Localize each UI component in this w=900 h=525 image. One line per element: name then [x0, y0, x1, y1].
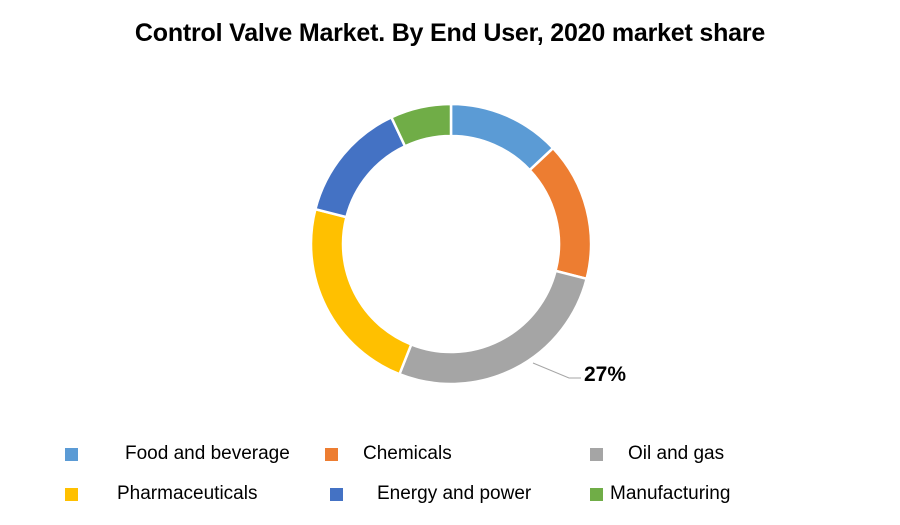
legend-item-pharmaceuticals: Pharmaceuticals	[65, 483, 258, 504]
legend-item-oil-and-gas: Oil and gas	[590, 443, 725, 464]
legend-swatch-pharmaceuticals	[65, 487, 78, 501]
legend-item-chemicals: Chemicals	[325, 443, 452, 464]
legend-label-manufacturing: Manufacturing	[610, 483, 731, 504]
donut-slice-energy-and-power	[313, 115, 407, 219]
donut-slice-oil-and-gas	[397, 269, 589, 386]
legend-swatch-food-and-beverage	[65, 447, 78, 461]
donut-slice-food-and-beverage	[449, 102, 555, 172]
legend-label-oil-and-gas: Oil and gas	[628, 443, 725, 464]
legend-swatch-chemicals	[325, 447, 338, 461]
data-label-oil-and-gas: 27%	[584, 363, 627, 386]
legend-label-food-and-beverage: Food and beverage	[125, 443, 290, 464]
legend-label-pharmaceuticals: Pharmaceuticals	[117, 483, 258, 504]
donut-slice-manufacturing	[389, 102, 453, 148]
legend-item-food-and-beverage: Food and beverage	[65, 443, 290, 464]
legend-item-manufacturing: Manufacturing	[590, 483, 731, 504]
legend-swatch-manufacturing	[590, 487, 603, 501]
donut-slice-chemicals	[527, 146, 593, 281]
legend-item-energy-and-power: Energy and power	[330, 483, 532, 504]
chart-title: Control Valve Market. By End User, 2020 …	[134, 19, 766, 47]
legend-swatch-oil-and-gas	[590, 447, 603, 461]
legend-swatch-energy-and-power	[330, 487, 343, 501]
legend-label-chemicals: Chemicals	[363, 443, 452, 464]
legend-label-energy-and-power: Energy and power	[377, 483, 532, 504]
donut-slice-pharmaceuticals	[309, 207, 413, 376]
leader-line-oil-and-gas	[532, 362, 581, 379]
